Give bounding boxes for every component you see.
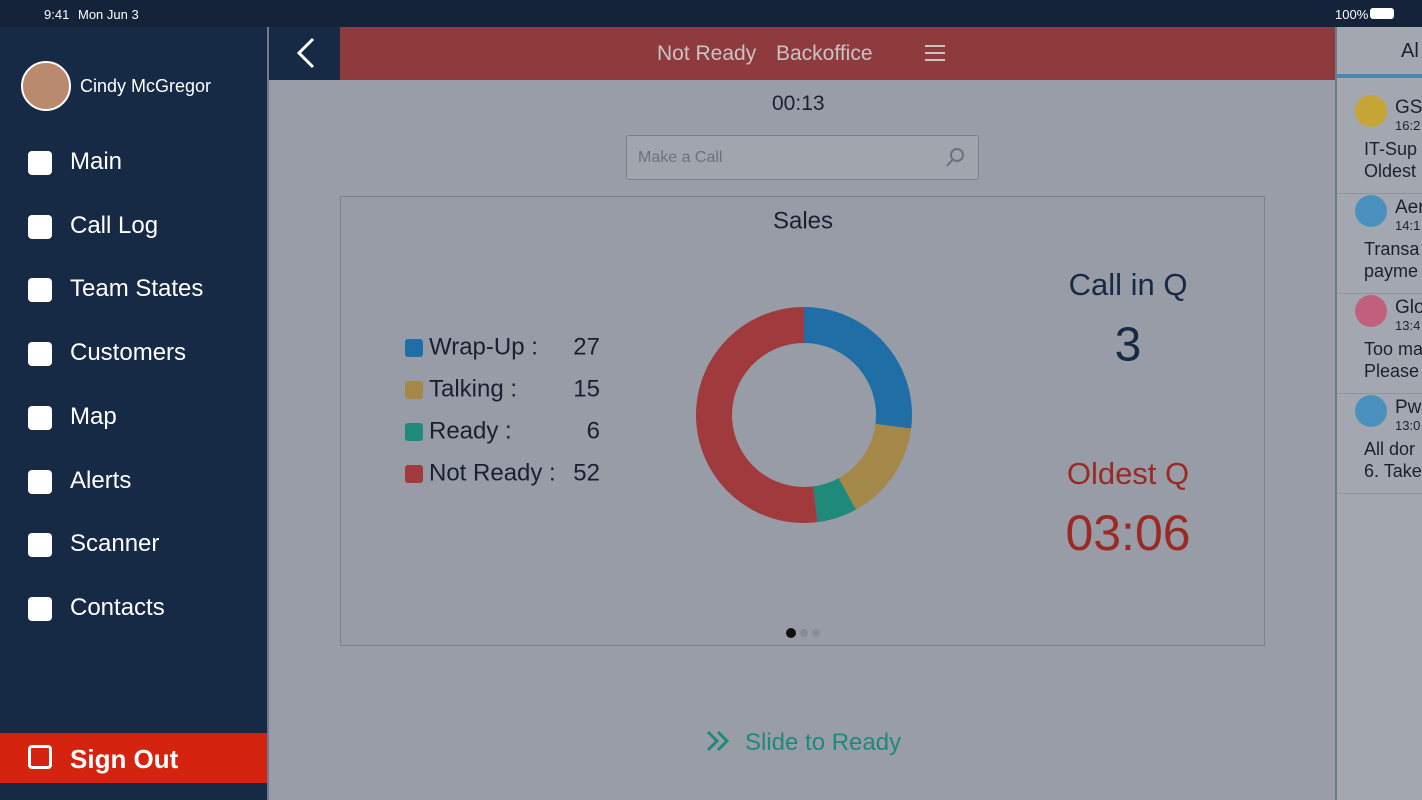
alert-avatar (1355, 295, 1387, 327)
divider (267, 27, 269, 800)
calls-label: Call in Q (1069, 267, 1188, 302)
legend-value: 27 (573, 333, 600, 360)
slide-icon (706, 730, 730, 752)
menu-item[interactable]: Map (70, 402, 117, 430)
legend-swatch (405, 381, 423, 399)
battery: 100% (1335, 7, 1369, 22)
status-bar: 9:41 Mon Jun 3 100% (0, 0, 1422, 27)
alert-name: Pw (1395, 397, 1422, 418)
alert-line: Too ma (1364, 339, 1422, 359)
search-icon (946, 148, 964, 167)
legend-swatch (405, 339, 423, 357)
legend-swatch (405, 465, 423, 483)
menu-item[interactable]: Scanner (70, 530, 160, 558)
card-border (340, 196, 1265, 646)
header-reason[interactable]: Backoffice (776, 42, 873, 65)
menu-icon (28, 596, 52, 621)
alert-line: IT-Sup (1364, 139, 1418, 159)
sign-out[interactable]: Sign Out (0, 733, 267, 783)
page-dot[interactable] (800, 629, 808, 637)
legend-value: 52 (573, 459, 600, 486)
menu-icon (28, 214, 52, 239)
donut-segment (838, 424, 912, 510)
menu-item[interactable]: Contacts (70, 593, 165, 621)
menu-icon (28, 469, 52, 494)
header: Not Ready Backoffice (340, 27, 1335, 80)
menu-icon (28, 405, 52, 430)
date: Mon Jun 3 (78, 7, 139, 22)
back-icon (296, 37, 315, 69)
user-name: Cindy McGregor (80, 76, 212, 96)
legend-label: Not Ready : (429, 459, 556, 486)
alert-item[interactable]: GS 16:2 IT-Sup Oldest (1337, 95, 1422, 194)
search-placeholder: Make a Call (638, 149, 723, 166)
alerts-panel: Al GS 16:2 IT-Sup Oldest Aer 14:1 Transa payme G… (1337, 27, 1422, 800)
chart-title: Sales (773, 207, 833, 234)
battery-icon (1370, 8, 1394, 19)
alert-line: All dor (1364, 439, 1416, 459)
menu-icon (28, 278, 52, 303)
menu-icon (28, 533, 52, 558)
alert-item[interactable]: Aer 14:1 Transa payme (1337, 195, 1422, 294)
donut-segment (804, 307, 912, 429)
alert-item[interactable]: Pw 13:0 All dor 6. Take (1337, 395, 1422, 494)
alert-time: 13:4 (1395, 318, 1421, 333)
alert-time: 14:1 (1395, 218, 1421, 233)
sign-out-label: Sign Out (70, 744, 179, 774)
menu-item[interactable]: Team States (70, 275, 204, 303)
legend-label: Talking : (429, 375, 517, 402)
menu-icon (28, 151, 52, 175)
oldest-value: 03:06 (1065, 505, 1190, 561)
chart-card: Sales Call in Q 3 Oldest Q 03:06 Wrap-Up… (340, 196, 1265, 646)
timer: 00:13 (772, 92, 825, 115)
alert-avatar (1355, 195, 1387, 227)
calls-value: 3 (1115, 319, 1142, 372)
donut-segment (813, 478, 857, 523)
menu-item[interactable]: Call Log (70, 211, 159, 239)
alert-line: Transa (1364, 239, 1420, 259)
alert-item[interactable]: Glo 13:4 Too ma Please (1337, 295, 1422, 394)
header-status[interactable]: Not Ready (657, 42, 757, 65)
menu-item[interactable]: Customers (70, 339, 187, 367)
search-box[interactable]: Make a Call (626, 135, 979, 180)
alert-avatar (1355, 95, 1387, 127)
alerts-tab[interactable]: Al (1401, 40, 1419, 62)
legend-value: 6 (587, 417, 600, 444)
divider (1335, 27, 1337, 800)
time: 9:41 (44, 7, 70, 22)
oldest-label: Oldest Q (1067, 456, 1189, 491)
alert-name: Aer (1395, 197, 1422, 218)
alert-line: Please (1364, 361, 1420, 381)
alert-line: 6. Take (1364, 461, 1422, 481)
alert-line: payme (1364, 261, 1419, 281)
alert-time: 16:2 (1395, 118, 1421, 133)
alert-name: GS (1395, 97, 1422, 118)
alert-time: 13:0 (1395, 418, 1421, 433)
sign-out-icon (28, 745, 52, 769)
legend-label: Wrap-Up : (429, 333, 538, 360)
menu-item[interactable]: Alerts (70, 466, 132, 494)
page-dot[interactable] (812, 629, 820, 637)
legend-label: Ready : (429, 417, 512, 444)
donut-segment (696, 307, 818, 523)
tab-underline (1337, 74, 1422, 78)
slide-label: Slide to Ready (745, 729, 902, 756)
avatar[interactable] (21, 61, 71, 111)
page-dot[interactable] (786, 628, 796, 638)
legend-value: 15 (573, 375, 600, 402)
alert-name: Glo (1395, 297, 1422, 318)
alert-avatar (1355, 395, 1387, 427)
menu-icon[interactable] (924, 43, 946, 63)
alert-line: Oldest (1364, 161, 1417, 181)
menu-icon (28, 342, 52, 367)
back-button[interactable] (269, 27, 340, 80)
legend-swatch (405, 423, 423, 441)
menu-item[interactable]: Main (70, 148, 123, 175)
sidebar: Cindy McGregor Main Call Log Team States Cu… (0, 27, 267, 800)
